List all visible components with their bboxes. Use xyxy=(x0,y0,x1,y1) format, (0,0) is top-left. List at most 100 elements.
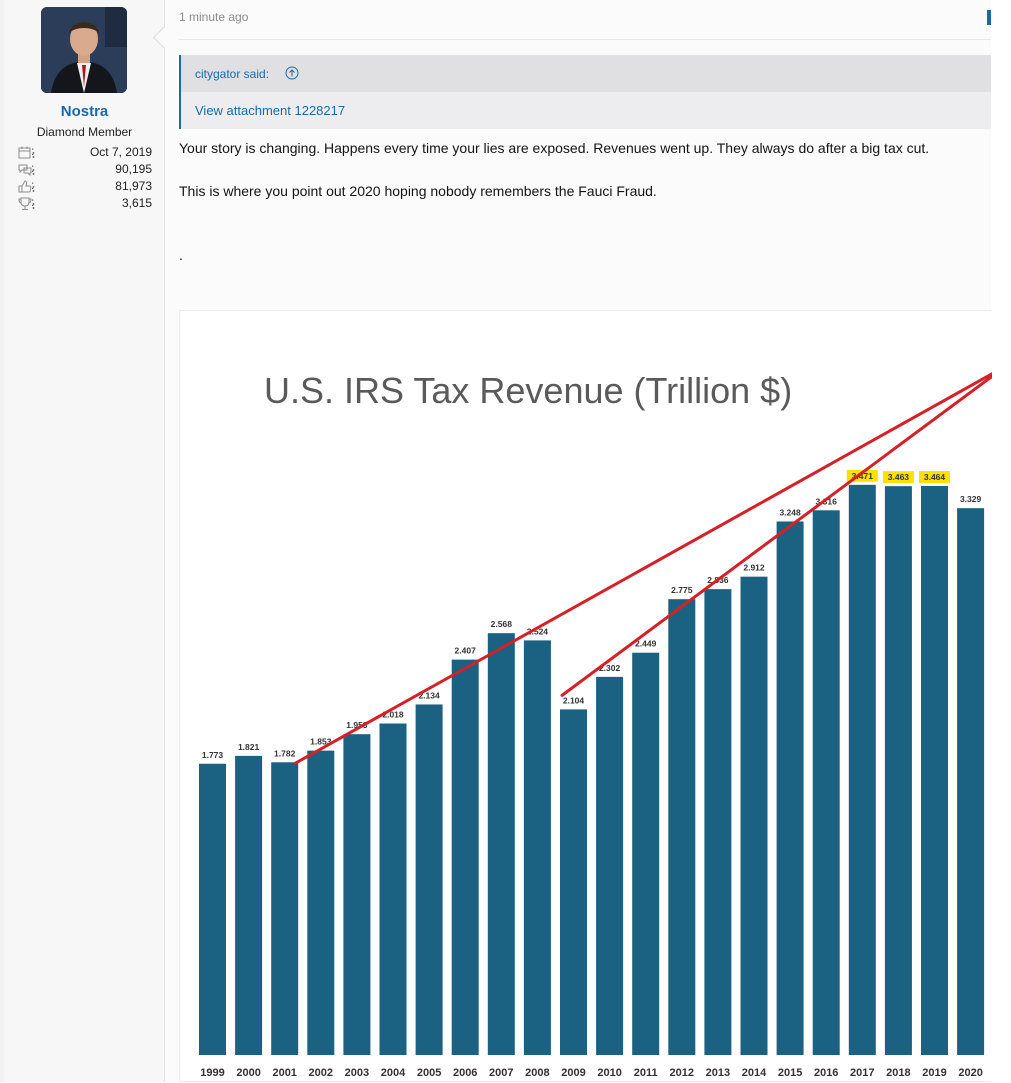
username[interactable]: Nostra xyxy=(60,103,109,120)
bar xyxy=(415,704,443,1055)
stat-colon: : xyxy=(31,161,35,175)
avatar-image xyxy=(41,7,127,93)
attachment-link[interactable]: View attachment 1228217 xyxy=(195,103,346,118)
category-label: 2018 xyxy=(886,1067,910,1079)
category-label: 2019 xyxy=(922,1067,946,1079)
thumbs-up-icon: : xyxy=(18,178,36,194)
points-value: 3,615 xyxy=(121,196,152,210)
trophy-icon: : xyxy=(18,195,36,211)
category-label: 2020 xyxy=(958,1067,982,1079)
bar xyxy=(704,589,732,1055)
stat-reactions: : 81,973 xyxy=(18,178,152,196)
bar xyxy=(343,734,371,1055)
value-label: 1.773 xyxy=(202,750,224,760)
category-label: 2001 xyxy=(272,1067,296,1079)
message-line: This is where you point out 2020 hoping … xyxy=(179,183,657,199)
bar xyxy=(884,486,912,1055)
post-timestamp[interactable]: 1 minute ago xyxy=(179,10,249,24)
value-label-highlight xyxy=(919,470,950,483)
value-label: 1.853 xyxy=(310,737,332,747)
bar xyxy=(776,521,804,1055)
calendar-icon: : xyxy=(18,144,36,160)
value-label: 2.524 xyxy=(527,626,549,636)
category-label: 2012 xyxy=(670,1067,694,1079)
go-to-quote-icon[interactable] xyxy=(285,66,299,85)
bar xyxy=(668,599,696,1055)
stat-messages: : 90,195 xyxy=(18,161,152,179)
reactions-value: 81,973 xyxy=(115,179,152,193)
messages-value: 90,195 xyxy=(115,162,152,176)
value-label: 2.302 xyxy=(599,663,621,673)
bar xyxy=(921,485,948,1055)
bar xyxy=(740,576,768,1055)
value-label: 2.568 xyxy=(491,619,513,629)
user-panel: Nostra Diamond Member : Oct 7, 2019 : 90… xyxy=(4,0,175,1082)
bar xyxy=(235,755,263,1055)
category-label: 2003 xyxy=(345,1067,369,1079)
page-left-strip xyxy=(0,0,4,1082)
value-label: 2.775 xyxy=(671,585,693,595)
category-label: 2007 xyxy=(489,1067,513,1079)
value-label: 2.134 xyxy=(418,690,440,700)
quote-author-link[interactable]: citygator said: xyxy=(195,67,270,81)
value-label: 3.463 xyxy=(888,472,910,482)
bar xyxy=(271,762,299,1055)
value-label-highlight xyxy=(882,471,914,484)
bar xyxy=(596,676,624,1055)
stat-colon: : xyxy=(31,178,35,192)
chart-image[interactable]: U.S. IRS Tax Revenue (Trillion $) 1.773 19… xyxy=(179,310,992,1082)
post: 1 minute ago citygator said: View attach… xyxy=(165,0,992,1082)
value-label: 2.449 xyxy=(635,639,657,649)
bar xyxy=(523,640,551,1055)
bar xyxy=(487,633,515,1055)
chart-title: U.S. IRS Tax Revenue (Trillion $) xyxy=(264,370,792,411)
messages-icon: : xyxy=(18,161,36,177)
category-label: 2005 xyxy=(417,1067,441,1079)
value-label: 3.248 xyxy=(779,507,801,517)
category-label: 2010 xyxy=(597,1067,621,1079)
category-label: 2014 xyxy=(742,1067,767,1079)
category-label: 1999 xyxy=(200,1067,224,1079)
category-label: 2000 xyxy=(236,1067,260,1079)
bar xyxy=(379,723,407,1055)
value-label: 2.912 xyxy=(743,563,765,573)
quote-header: citygator said: xyxy=(181,55,991,92)
category-label: 2017 xyxy=(850,1067,874,1079)
divider xyxy=(179,39,991,40)
category-label: 2004 xyxy=(381,1067,406,1079)
value-label: 1.953 xyxy=(346,720,368,730)
bar-chart: U.S. IRS Tax Revenue (Trillion $) 1.773 19… xyxy=(199,370,992,1079)
value-label: 1.821 xyxy=(238,742,260,752)
quote-block: citygator said: View attachment 1228217 xyxy=(179,55,991,129)
avatar[interactable] xyxy=(41,7,127,93)
bar xyxy=(560,709,587,1055)
value-label: 2.018 xyxy=(382,710,404,720)
category-label: 2013 xyxy=(706,1067,730,1079)
stat-colon: : xyxy=(31,144,35,158)
stat-joined: : Oct 7, 2019 xyxy=(18,144,152,162)
value-label: 3.316 xyxy=(816,496,838,506)
user-title: Diamond Member xyxy=(36,125,133,139)
bar xyxy=(199,763,226,1055)
bar xyxy=(848,484,876,1055)
message-line: Your story is changing. Happens every ti… xyxy=(179,140,930,156)
category-label: 2008 xyxy=(525,1067,549,1079)
message-line: . xyxy=(179,247,183,263)
annotation-line xyxy=(560,374,992,697)
joined-value: Oct 7, 2019 xyxy=(89,145,152,159)
value-label: 3.329 xyxy=(960,494,982,504)
value-label: 1.782 xyxy=(274,748,296,758)
category-label: 2002 xyxy=(309,1067,333,1079)
annotation-line xyxy=(293,372,992,765)
bar xyxy=(307,750,335,1055)
bar xyxy=(812,510,840,1055)
stat-colon: : xyxy=(31,195,35,209)
category-label: 2015 xyxy=(778,1067,802,1079)
category-label: 2011 xyxy=(634,1067,658,1079)
bar xyxy=(957,508,985,1055)
value-label: 3.464 xyxy=(924,472,946,482)
category-label: 2009 xyxy=(561,1067,585,1079)
bookmark-indicator[interactable] xyxy=(987,10,991,25)
value-label: 2.104 xyxy=(563,695,585,705)
bar xyxy=(632,652,660,1055)
